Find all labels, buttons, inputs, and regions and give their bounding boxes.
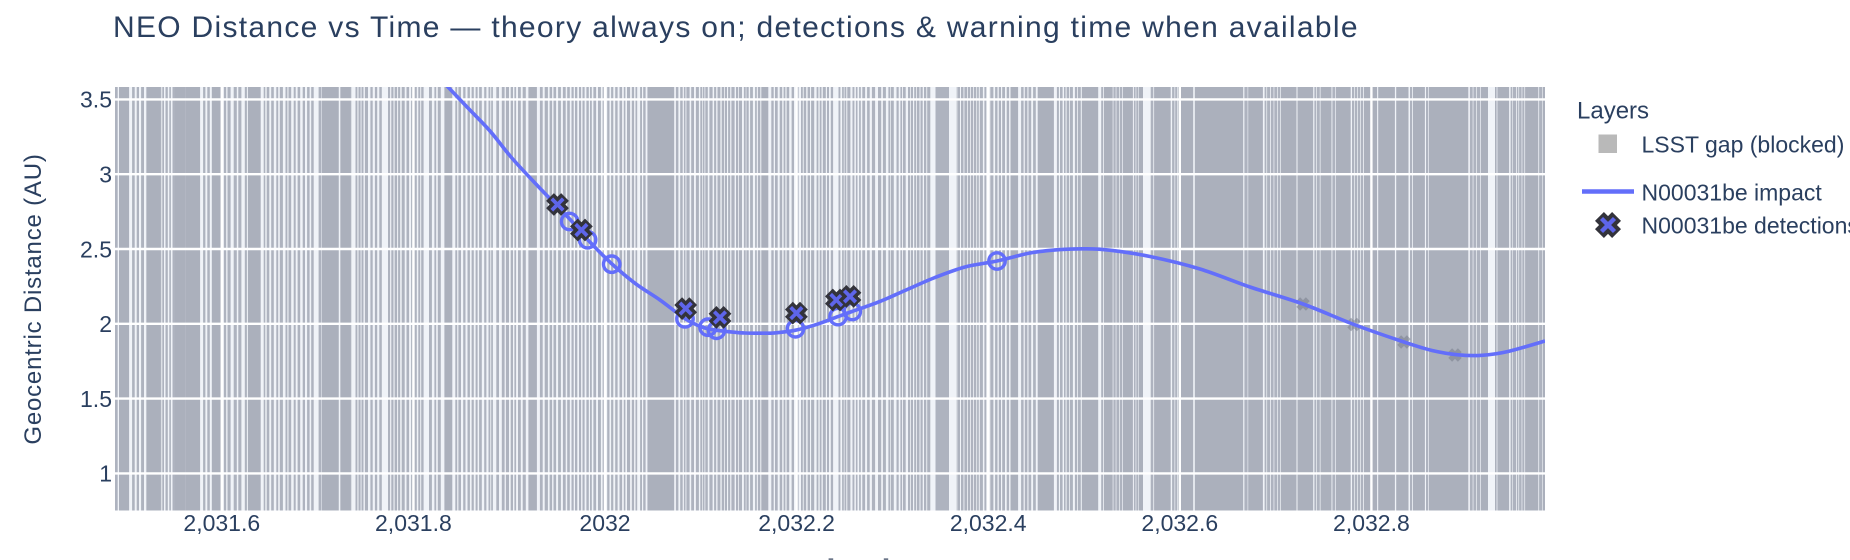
svg-text:N00031be impact: N00031be impact — [1642, 179, 1823, 205]
svg-text:3: 3 — [99, 162, 112, 188]
svg-text:2,032.4: 2,032.4 — [950, 510, 1027, 536]
svg-text:Layers: Layers — [1577, 98, 1649, 125]
svg-text:2032: 2032 — [579, 510, 630, 536]
svg-text:3.5: 3.5 — [80, 87, 112, 113]
svg-text:LSST gap (blocked): LSST gap (blocked) — [1642, 131, 1845, 157]
svg-text:2.5: 2.5 — [80, 236, 112, 262]
svg-text:2,031.8: 2,031.8 — [375, 510, 452, 536]
svg-text:Geocentric Distance (AU): Geocentric Distance (AU) — [20, 153, 47, 444]
svg-text:NEO Distance vs Time — theory: NEO Distance vs Time — theory always on;… — [113, 11, 1359, 44]
svg-text:2,032.2: 2,032.2 — [758, 510, 835, 536]
svg-text:2,032.6: 2,032.6 — [1141, 510, 1218, 536]
svg-text:2: 2 — [99, 311, 112, 337]
svg-text:2,032.8: 2,032.8 — [1333, 510, 1410, 536]
svg-text:N00031be detections: N00031be detections — [1642, 212, 1850, 238]
svg-text:2,031.6: 2,031.6 — [183, 510, 260, 536]
svg-text:1: 1 — [99, 461, 112, 487]
svg-text:1.5: 1.5 — [80, 386, 112, 412]
